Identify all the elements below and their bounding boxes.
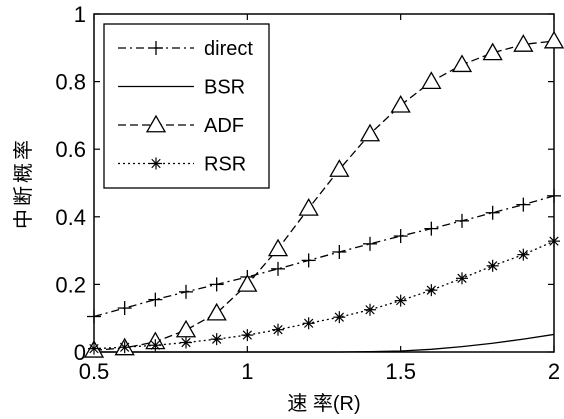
y-tick-label: 0.6 xyxy=(55,137,86,162)
series-rsr xyxy=(88,235,560,355)
series-line-adf xyxy=(93,40,555,351)
plus-marker xyxy=(547,188,561,203)
plus-marker xyxy=(117,301,132,316)
plus-marker xyxy=(363,236,377,251)
star-marker xyxy=(241,329,254,342)
plus-marker xyxy=(179,284,193,299)
plus-marker xyxy=(332,244,347,259)
triangle-marker xyxy=(543,30,564,49)
star-marker xyxy=(180,336,192,349)
legend: direct BSR ADF RSR xyxy=(103,23,270,189)
triangle-marker xyxy=(482,42,503,61)
legend-label: RSR xyxy=(204,154,246,176)
triangle-marker xyxy=(145,114,167,133)
star-marker xyxy=(149,339,162,352)
y-tick-label: 0 xyxy=(74,340,86,365)
triangle-marker xyxy=(267,238,289,257)
plus-marker xyxy=(271,261,285,276)
triangle-marker xyxy=(206,302,227,321)
plus-marker xyxy=(424,221,439,236)
star-marker xyxy=(486,259,499,272)
plus-marker xyxy=(485,205,500,220)
triangle-marker xyxy=(329,159,350,177)
legend-item-bsr: BSR xyxy=(118,77,245,99)
series-line-direct xyxy=(93,195,555,318)
series-bsr xyxy=(94,333,555,353)
y-tick-label: 0.8 xyxy=(55,70,86,95)
star-marker xyxy=(517,248,530,261)
legend-label: direct xyxy=(204,38,253,60)
y-tick-label: 0.4 xyxy=(55,205,86,230)
star-marker xyxy=(88,342,100,355)
legend-item-adf: ADF xyxy=(118,114,244,137)
legend-item-rsr: RSR xyxy=(118,154,246,176)
star-marker xyxy=(272,323,284,336)
series-layer xyxy=(83,30,564,358)
plus-marker xyxy=(87,309,101,324)
plus-marker xyxy=(149,41,163,55)
axis-ticks: 0.5 1 1.5 2 0 0.2 0.4 0.6 0.8 1 xyxy=(55,2,560,384)
x-tick-label: 2 xyxy=(548,359,560,384)
star-marker xyxy=(118,341,131,354)
star-marker xyxy=(210,333,223,346)
star-marker xyxy=(425,284,438,297)
star-marker xyxy=(333,311,346,324)
legend-item-direct: direct xyxy=(118,38,253,60)
plus-marker xyxy=(301,253,316,268)
triangle-marker xyxy=(421,71,442,89)
series-direct xyxy=(87,188,561,324)
legend-label: BSR xyxy=(204,77,245,99)
x-tick-label: 1 xyxy=(241,359,253,384)
star-marker xyxy=(150,157,162,170)
x-tick-label: 1.5 xyxy=(385,359,416,384)
x-axis-label: 速 率(R) xyxy=(287,392,360,415)
triangle-marker xyxy=(359,123,381,142)
triangle-marker xyxy=(451,54,473,73)
star-marker xyxy=(302,317,315,330)
triangle-marker xyxy=(298,198,319,216)
legend-label: ADF xyxy=(204,115,244,137)
y-tick-label: 1 xyxy=(74,2,86,27)
plus-marker xyxy=(516,197,531,212)
plus-marker xyxy=(148,292,163,307)
x-tick-label: 0.5 xyxy=(79,359,110,384)
star-marker xyxy=(364,303,376,316)
y-tick-label: 0.2 xyxy=(55,272,86,297)
triangle-marker xyxy=(390,94,411,113)
series-line-rsr xyxy=(93,240,555,350)
y-axis-label: 中断概率 xyxy=(12,137,35,229)
star-marker xyxy=(548,235,560,248)
legend-box xyxy=(103,23,270,189)
triangle-marker xyxy=(513,34,534,52)
plus-marker xyxy=(393,229,408,244)
series-line-bsr xyxy=(94,333,555,353)
star-marker xyxy=(456,272,468,285)
star-marker xyxy=(394,294,407,307)
plus-marker xyxy=(455,213,469,228)
plus-marker xyxy=(209,277,224,292)
triangle-marker xyxy=(237,274,258,292)
